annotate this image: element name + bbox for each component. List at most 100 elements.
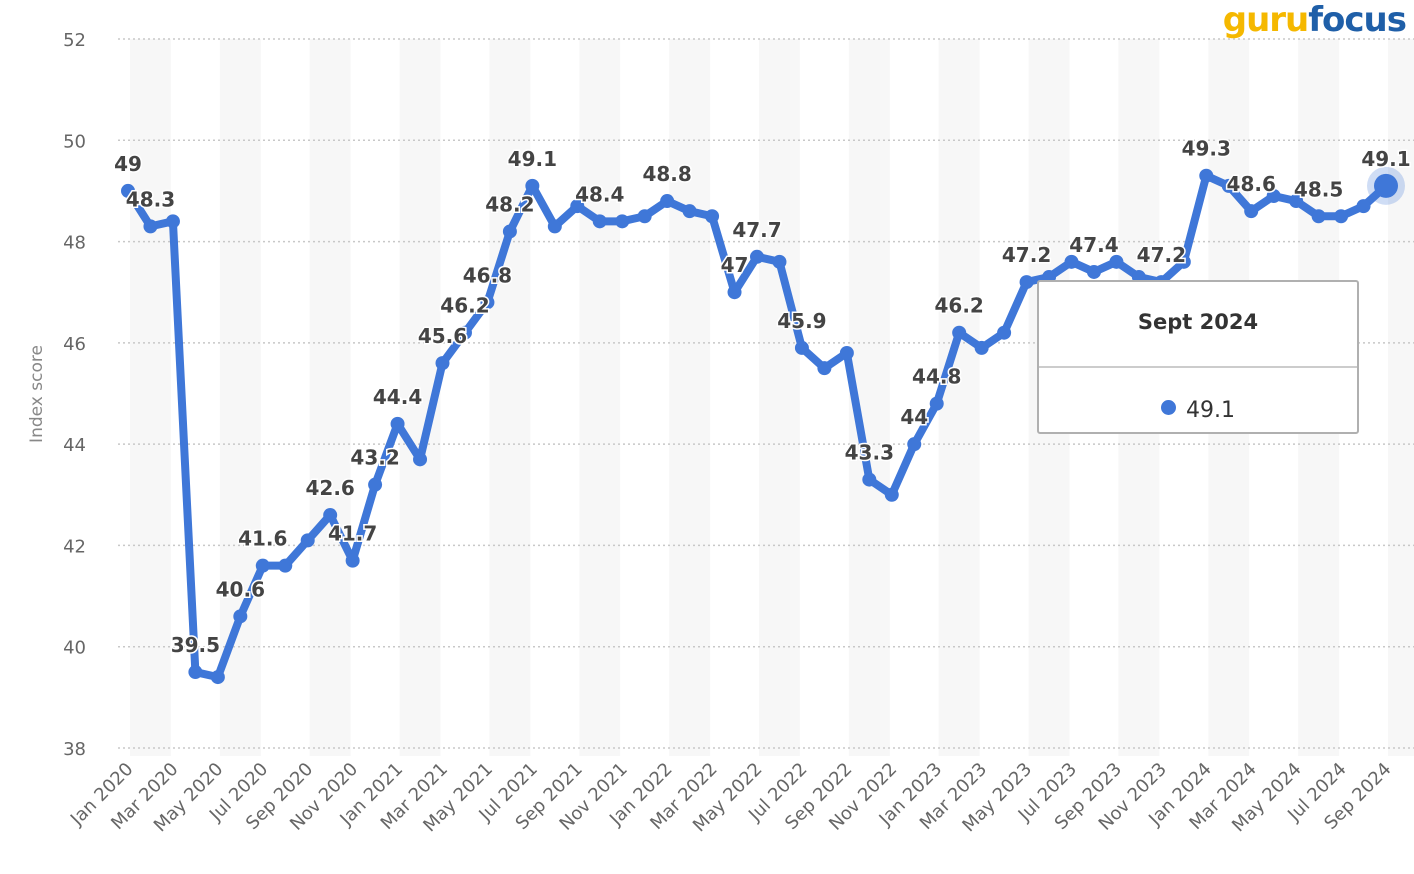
data-point (952, 325, 967, 340)
background-band (219, 39, 261, 756)
data-point (502, 224, 517, 239)
highlighted-point (1374, 173, 1398, 198)
data-point (547, 219, 562, 234)
data-label: 45.6 (418, 324, 467, 348)
data-label: 48.6 (1227, 172, 1276, 196)
data-label: 49.1 (1361, 147, 1410, 171)
data-label: 48.2 (485, 192, 534, 216)
background-band (1388, 39, 1414, 756)
data-point (188, 665, 203, 680)
data-label: 44.8 (912, 365, 961, 389)
y-tick-label: 48 (63, 233, 86, 254)
data-point (750, 249, 764, 264)
y-axis-label: Index score (27, 345, 47, 443)
data-point (368, 477, 383, 492)
tooltip-value-row: 49.1 (1039, 398, 1357, 423)
data-label: 41.6 (238, 527, 287, 551)
data-label: 47 (721, 253, 749, 277)
watermark-part-2: focus (1308, 0, 1407, 40)
series-dot-icon (1161, 400, 1176, 415)
data-point (997, 325, 1012, 340)
data-point (772, 254, 787, 269)
data-label: 43.2 (350, 446, 399, 470)
watermark-part-1: guru (1222, 0, 1310, 40)
data-label: 47.7 (732, 218, 781, 242)
data-point (1289, 194, 1304, 209)
data-label: 42.6 (305, 476, 354, 500)
background-band (579, 39, 621, 756)
data-label: 41.7 (328, 522, 377, 546)
data-label: 47.2 (1137, 243, 1186, 267)
data-point (884, 487, 899, 502)
data-point (1244, 204, 1259, 219)
background-band (669, 39, 711, 756)
data-label: 47.2 (1002, 243, 1051, 267)
data-point (637, 209, 652, 224)
data-point (121, 183, 135, 198)
data-label: 47.4 (1069, 233, 1118, 257)
data-point (1334, 209, 1349, 224)
tooltip-title: Sept 2024 (1137, 310, 1259, 334)
data-point (682, 204, 697, 219)
data-point (278, 558, 293, 573)
data-point (705, 209, 720, 224)
data-point (165, 214, 180, 229)
data-point (1064, 254, 1079, 269)
data-label: 49.1 (508, 147, 557, 171)
data-point (592, 214, 607, 229)
data-point (1199, 168, 1214, 183)
data-point (794, 340, 809, 355)
data-point (435, 356, 450, 371)
data-label: 48.3 (126, 187, 175, 211)
data-point (862, 472, 877, 487)
data-point (1266, 188, 1281, 203)
tooltip-divider (1039, 366, 1357, 368)
data-point (1109, 254, 1124, 269)
background-band (938, 39, 980, 756)
data-label: 48.8 (642, 162, 691, 186)
data-point (300, 533, 315, 548)
data-label: 48.4 (575, 182, 624, 206)
data-point (233, 609, 248, 624)
y-tick-label: 50 (63, 131, 86, 152)
data-point (817, 361, 832, 376)
data-point (570, 199, 585, 214)
y-tick-label: 40 (63, 638, 86, 659)
data-point (929, 396, 944, 411)
data-point (345, 553, 360, 568)
tooltip: Sept 2024 49.1 (1037, 280, 1359, 434)
y-tick-label: 52 (63, 30, 86, 51)
data-point (839, 345, 854, 360)
data-label: 40.6 (216, 577, 265, 601)
data-label: 44 (900, 405, 928, 429)
y-tick-label: 44 (63, 435, 86, 456)
data-label: 49 (114, 152, 142, 176)
background-band (309, 39, 351, 756)
data-label: 46.2 (440, 294, 489, 318)
data-point (974, 340, 989, 355)
data-point (1086, 264, 1101, 279)
data-point (323, 508, 338, 523)
data-label: 45.9 (777, 309, 826, 333)
tooltip-value: 49.1 (1186, 398, 1235, 423)
data-label: 48.5 (1294, 177, 1343, 201)
data-label: 39.5 (171, 633, 220, 657)
background-band (130, 39, 171, 756)
data-point (727, 285, 742, 300)
data-label: 46.2 (934, 294, 983, 318)
data-point (480, 295, 495, 310)
data-point (413, 452, 428, 467)
y-tick-label: 42 (63, 536, 86, 557)
data-point (1019, 275, 1034, 290)
data-label: 46.8 (463, 263, 512, 287)
data-point (1311, 209, 1326, 224)
data-point (1356, 199, 1371, 214)
data-point (660, 194, 675, 209)
data-point (457, 325, 472, 340)
data-label: 43.3 (845, 441, 894, 465)
background-band (759, 39, 800, 756)
data-label: 49.3 (1182, 137, 1231, 161)
data-label: 44.4 (373, 385, 422, 409)
y-tick-label: 46 (63, 334, 86, 355)
